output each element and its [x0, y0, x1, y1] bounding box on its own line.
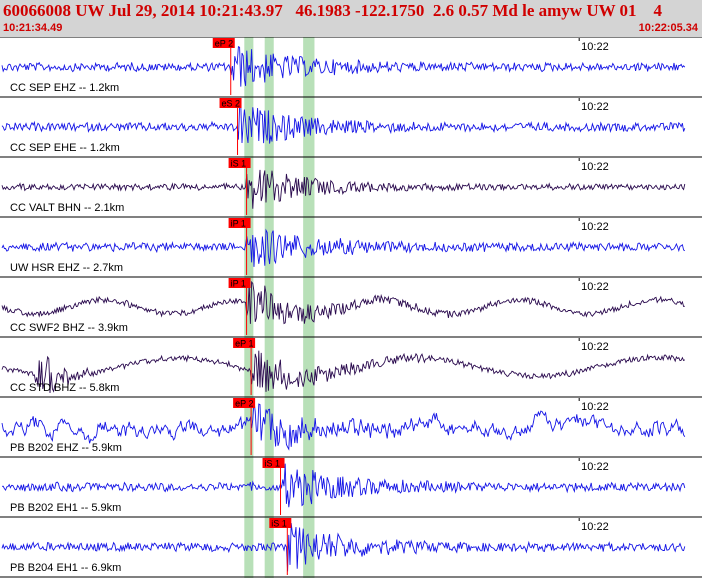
window-start-time: 10:21:34.49	[3, 22, 63, 34]
trace-panel: 10:22 iP 1 UW HSR EHZ -- 2.7km	[0, 216, 702, 275]
pick-label: iP 1	[231, 219, 246, 229]
time-tick-label: 10:22	[581, 461, 609, 473]
trace-panel: 10:22 eP 2 CC SEP EHZ -- 1.2km	[0, 37, 702, 95]
trace-label: CC SEP EHE -- 1.2km	[10, 142, 120, 154]
trace-panel: 10:22 iS 1 PB B204 EH1 -- 6.9km	[0, 516, 702, 575]
waveform	[1, 228, 686, 267]
waveform	[1, 45, 686, 87]
waveform	[1, 104, 686, 144]
time-tick-label: 10:22	[581, 161, 609, 173]
pick-label: iP 1	[231, 279, 246, 289]
waveform	[1, 280, 685, 325]
pick-flag	[233, 338, 256, 348]
pick-flag	[219, 98, 242, 108]
pick-label: iS 1	[271, 519, 287, 529]
trace-label: PB B202 EH1 -- 5.9km	[10, 502, 121, 514]
trace-panel: 10:22 eP 1 CC STD BHZ -- 5.8km	[0, 336, 702, 395]
time-tick-label: 10:22	[581, 101, 609, 113]
pick-flag	[269, 518, 292, 528]
arrival-band	[244, 37, 254, 578]
pick-label: eP 2	[215, 39, 233, 49]
seismogram-plot: 10:22 eP 2 CC SEP EHZ -- 1.2km 10:22 eS 2 CC …	[0, 37, 702, 578]
waveform	[1, 463, 686, 508]
trace-label: CC SEP EHZ -- 1.2km	[10, 82, 119, 94]
pick-label: eP 2	[235, 399, 253, 409]
trace-label: PB B202 EHZ -- 5.9km	[10, 442, 122, 454]
event-title: 60066008 UW Jul 29, 2014 10:21:43.97 46.…	[3, 1, 663, 20]
arrival-band	[303, 37, 315, 578]
trace-label: CC VALT BHN -- 2.1km	[10, 202, 124, 214]
trace-label: PB B204 EH1 -- 6.9km	[10, 562, 121, 574]
waveform	[1, 400, 686, 451]
trace-panel: 10:22 eS 2 CC SEP EHE -- 1.2km	[0, 96, 702, 155]
time-tick-label: 10:22	[581, 41, 609, 53]
pick-flag	[233, 398, 256, 408]
time-tick-label: 10:22	[581, 221, 609, 233]
pick-flag	[262, 458, 285, 468]
pick-flag	[228, 158, 251, 168]
trace-label: CC SWF2 BHZ -- 3.9km	[10, 322, 128, 334]
time-tick-label: 10:22	[581, 401, 609, 413]
trace-label: CC STD BHZ -- 5.8km	[10, 382, 119, 394]
seismogram-panel: 10:22 eP 2 CC SEP EHZ -- 1.2km 10:22 eS 2 CC …	[0, 37, 702, 578]
window-end-time: 10:22:05.34	[638, 22, 698, 34]
event-header: 60066008 UW Jul 29, 2014 10:21:43.97 46.…	[0, 0, 702, 37]
trace-panel: 10:22 iP 1 CC SWF2 BHZ -- 3.9km	[0, 276, 702, 335]
arrival-band	[264, 37, 274, 578]
time-tick-label: 10:22	[581, 521, 609, 533]
pick-label: iS 1	[265, 459, 281, 469]
time-tick-label: 10:22	[581, 281, 609, 293]
pick-flag	[212, 38, 235, 48]
waveform	[1, 523, 686, 572]
pick-flag	[228, 278, 251, 288]
arrival-bands	[244, 37, 315, 578]
trace-panel: 10:22 iS 1 PB B202 EH1 -- 5.9km	[0, 456, 702, 515]
trace-panel: 10:22 eP 2 PB B202 EHZ -- 5.9km	[0, 396, 702, 455]
pick-flag	[228, 218, 251, 228]
pick-label: eS 2	[222, 99, 241, 109]
waveform	[1, 169, 686, 209]
pick-label: iS 1	[231, 159, 247, 169]
waveform	[1, 350, 686, 394]
trace-panel: 10:22 iS 1 CC VALT BHN -- 2.1km	[0, 156, 702, 215]
time-tick-label: 10:22	[581, 341, 609, 353]
pick-label: eP 1	[235, 339, 253, 349]
trace-label: UW HSR EHZ -- 2.7km	[10, 262, 123, 274]
